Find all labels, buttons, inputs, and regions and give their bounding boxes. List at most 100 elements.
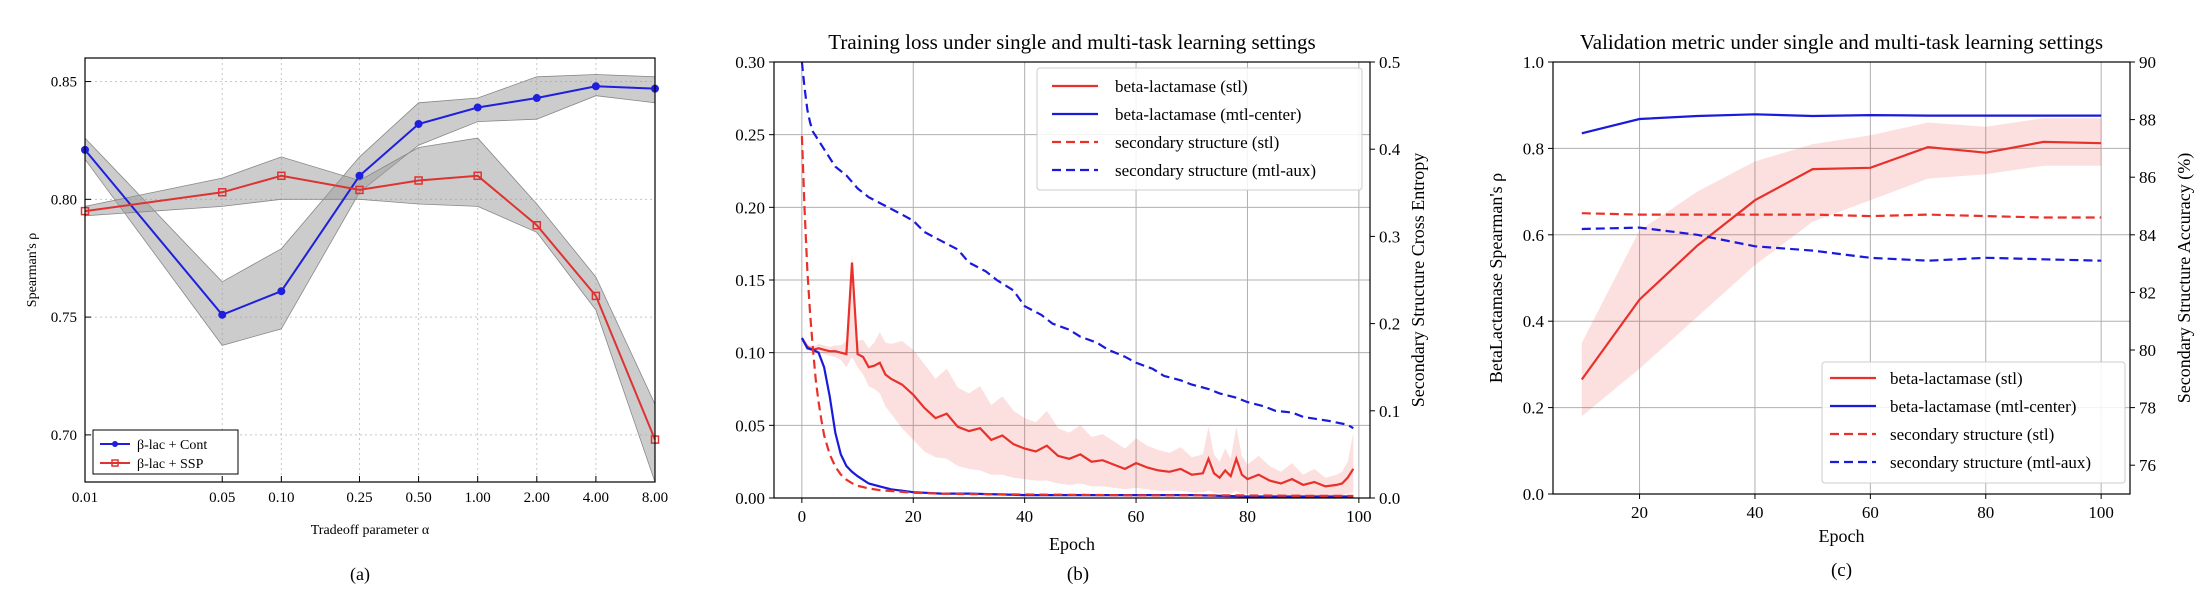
- data-point: [532, 220, 542, 230]
- legend: beta-lactamase (stl) beta-lactamase (mtl-…: [1036, 67, 1363, 191]
- x-tick-label: 80: [1977, 503, 1994, 522]
- data-point: [591, 82, 600, 91]
- y-tick-label: 0.70: [51, 428, 77, 444]
- y-tick-label: 0.85: [51, 75, 77, 91]
- panel-c-chart: 20 40 60 80 100 0.0 0.2 0.4 0.6 0.8 1.0 76 78 80 82 84 8…: [1486, 30, 2195, 581]
- error-band-beta-lactamase-stl: [801, 253, 1354, 496]
- x-tick-label: 0.01: [72, 490, 98, 506]
- y2-tick-label: 78: [2139, 399, 2156, 418]
- data-point: [355, 171, 364, 180]
- series-line-secondary-structure-stl: [800, 136, 1354, 497]
- y-tick-label: 0.15: [735, 271, 765, 290]
- y2-tick-label: 86: [2139, 168, 2156, 187]
- legend: beta-lactamase (stl) beta-lactamase (mtl-…: [1821, 361, 2126, 484]
- legend-label: secondary structure (mtl-aux): [1115, 161, 1316, 180]
- data-point: [591, 291, 601, 301]
- series-line-secondary-structure-mtl-aux: [800, 62, 1354, 430]
- legend-box: [1821, 361, 2126, 484]
- series-line-secondary-structure-mtl-aux: [1581, 226, 2102, 262]
- series-line-secondary-structure-stl: [1581, 212, 2102, 219]
- x-tick-label: 0.50: [405, 490, 431, 506]
- y2-tick-label: 90: [2139, 53, 2156, 72]
- y2-axis-label: Secondary Structure Cross Entropy: [1408, 153, 1428, 407]
- y-tick-label: 1.0: [1523, 53, 1544, 72]
- data-point: [355, 185, 364, 195]
- y-tick-label: 0.6: [1523, 226, 1544, 245]
- data-point: [277, 287, 286, 296]
- y-tick-label: 0.30: [735, 53, 765, 72]
- x-tick-label: 80: [1239, 507, 1256, 526]
- x-tick-label: 100: [2088, 503, 2114, 522]
- y-tick-label: 0.4: [1523, 312, 1545, 331]
- data-point: [473, 103, 482, 112]
- legend-label: β-lac + SSP: [137, 457, 204, 472]
- x-tick-label: 2.00: [524, 490, 550, 506]
- x-tick-label: 8.00: [642, 490, 668, 506]
- y2-tick-label: 88: [2139, 111, 2156, 130]
- data-point: [532, 94, 541, 103]
- x-tick-label: 60: [1862, 503, 1879, 522]
- panel-b-chart: 0 20 40 60 80 1000.000.050.100.150.200.250.30…: [735, 30, 1428, 585]
- legend: β-lac + Cont β-lac + SSP: [92, 429, 239, 475]
- series-line-beta-lactamase-mtl-center: [1581, 113, 2102, 135]
- x-tick-label: 40: [1746, 503, 1763, 522]
- y-tick-label: 0.10: [735, 344, 765, 363]
- data-point: [414, 119, 423, 128]
- y-tick-label: 0.25: [735, 126, 765, 145]
- plot-frame: [1552, 61, 2131, 495]
- x-tick-label: 100: [1346, 507, 1372, 526]
- y-tick-label: 0.05: [735, 416, 765, 435]
- y2-tick-label: 76: [2139, 456, 2156, 475]
- x-tick-label: 0.25: [346, 490, 372, 506]
- y-tick-label: 0.80: [51, 192, 77, 208]
- x-tick-label: 40: [1016, 507, 1033, 526]
- series-line-beta-lactamase-mtl-center: [800, 337, 1354, 498]
- plot-area: [800, 62, 1355, 498]
- x-tick-label: 20: [905, 507, 922, 526]
- x-tick-label: 60: [1128, 507, 1145, 526]
- x-axis-label: Epoch: [1819, 526, 1865, 546]
- y2-tick-label: 80: [2139, 341, 2156, 360]
- y2-tick-label: 0.1: [1379, 402, 1400, 421]
- x-tick-label: 1.00: [465, 490, 491, 506]
- panel-label: (a): [350, 564, 370, 585]
- series-line-lac-ssp: [84, 174, 656, 440]
- series-line-beta-lactamase-stl: [800, 262, 1355, 488]
- x-tick-label: 0.10: [268, 490, 294, 506]
- y-tick-label: 0.0: [1523, 485, 1544, 504]
- data-point: [218, 310, 227, 319]
- legend-label: beta-lactamase (mtl-center): [1890, 397, 2076, 416]
- x-tick-label: 4.00: [583, 490, 609, 506]
- x-tick-label: 20: [1631, 503, 1648, 522]
- error-band-beta-lactamase-stl: [1581, 118, 2102, 417]
- legend-label: secondary structure (stl): [1890, 425, 2054, 444]
- y2-axis-label: Secondary Structure Accuracy (%): [2174, 153, 2195, 403]
- y2-tick-label: 82: [2139, 283, 2156, 302]
- y2-tick-label: 0.2: [1379, 315, 1400, 334]
- y-tick-label: 0.75: [51, 310, 77, 326]
- y2-tick-label: 0.4: [1379, 140, 1401, 159]
- y-axis-label: BetaLactamase Spearman's ρ: [1486, 173, 1506, 383]
- legend-label: beta-lactamase (mtl-center): [1115, 105, 1301, 124]
- y-axis-label: Spearman's ρ: [25, 233, 40, 307]
- panel-label: (b): [1067, 564, 1089, 585]
- x-axis-label: Epoch: [1049, 534, 1095, 554]
- legend-label: secondary structure (mtl-aux): [1890, 453, 2091, 472]
- y-tick-label: 0.2: [1523, 399, 1544, 418]
- legend-box: [1036, 67, 1363, 191]
- y2-tick-label: 0.5: [1379, 53, 1400, 72]
- data-point: [473, 171, 482, 181]
- legend-marker: [111, 459, 119, 467]
- legend-marker: [112, 441, 118, 447]
- chart-title: Validation metric under single and multi…: [1580, 30, 2103, 54]
- data-point: [217, 188, 227, 197]
- series-line-beta-lactamase-stl: [1580, 140, 2102, 381]
- legend-label: β-lac + Cont: [137, 438, 207, 453]
- legend-label: secondary structure (stl): [1115, 133, 1279, 152]
- y-tick-label: 0.20: [735, 198, 765, 217]
- x-axis-label: Tradeoff parameter α: [311, 523, 430, 538]
- y2-tick-label: 0.3: [1379, 227, 1400, 246]
- plot-frame: [84, 57, 656, 483]
- y-tick-label: 0.00: [735, 489, 765, 508]
